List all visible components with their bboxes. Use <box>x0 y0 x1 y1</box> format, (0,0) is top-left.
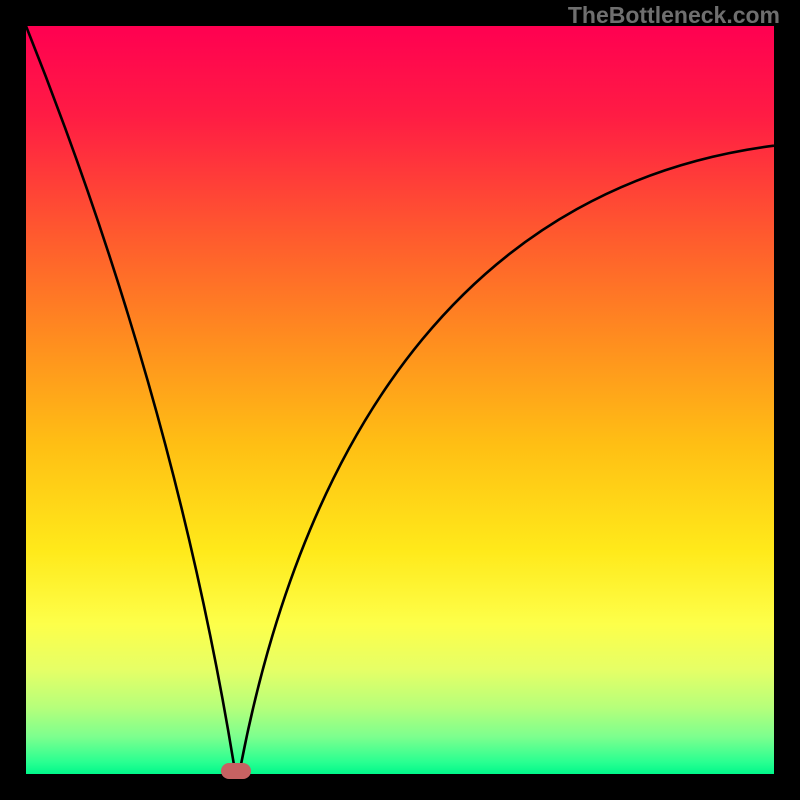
plot-area <box>26 26 774 774</box>
curve-left-branch <box>26 26 235 774</box>
bottleneck-curve <box>26 26 774 774</box>
chart-frame: TheBottleneck.com <box>0 0 800 800</box>
attribution-text: TheBottleneck.com <box>568 2 780 29</box>
optimum-marker <box>221 763 251 779</box>
curve-right-branch <box>239 146 774 774</box>
